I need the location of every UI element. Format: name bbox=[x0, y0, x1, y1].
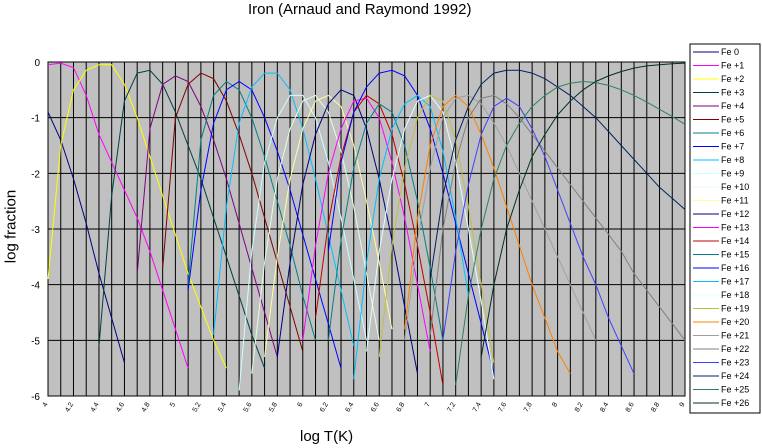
y-tick-label: -6 bbox=[31, 392, 40, 403]
legend-label-0: Fe 0 bbox=[721, 47, 739, 57]
x-tick-label: 8.2 bbox=[574, 401, 585, 413]
legend-label-25: Fe +25 bbox=[721, 385, 749, 395]
legend-label-24: Fe +24 bbox=[721, 371, 749, 381]
legend-label-5: Fe +5 bbox=[721, 115, 744, 125]
series-line-6 bbox=[187, 80, 316, 341]
x-tick-label: 6.6 bbox=[370, 401, 381, 413]
y-tick-label: -5 bbox=[31, 336, 40, 347]
x-tick-label: 8 bbox=[551, 401, 559, 408]
legend-label-23: Fe +23 bbox=[721, 358, 749, 368]
x-axis-title: log T(K) bbox=[300, 428, 354, 445]
series-line-10 bbox=[251, 94, 380, 374]
legend-label-1: Fe +1 bbox=[721, 61, 744, 71]
legend-label-8: Fe +8 bbox=[721, 155, 744, 165]
x-tick-label: 4.6 bbox=[115, 401, 126, 413]
x-tick-label: 4 bbox=[42, 401, 50, 408]
legend-label-17: Fe +17 bbox=[721, 277, 749, 287]
series-line-0 bbox=[47, 111, 125, 363]
series-line-2 bbox=[47, 64, 227, 369]
series-layer bbox=[47, 62, 686, 391]
series-line-5 bbox=[162, 72, 304, 352]
x-tick-label: 5 bbox=[169, 401, 177, 408]
series-line-1 bbox=[47, 62, 189, 369]
series-line-8 bbox=[213, 72, 355, 347]
x-tick-label: 5.2 bbox=[192, 401, 203, 413]
y-axis-ticks: 0 -1 -2 -3 -4 -5 -6 bbox=[31, 58, 40, 403]
x-tick-label: 7 bbox=[424, 401, 432, 408]
legend-label-6: Fe +6 bbox=[721, 128, 744, 138]
legend-label-15: Fe +15 bbox=[721, 250, 749, 260]
x-tick-label: 7.6 bbox=[497, 401, 508, 413]
y-tick-label: -3 bbox=[31, 225, 40, 236]
x-tick-label: 5.6 bbox=[243, 401, 254, 413]
x-axis-ticks: 4 4.2 4.4 4.6 4.8 5 5.2 5.4 5.6 5.8 6 6.2 6.4 6.6 6.8 7… bbox=[42, 401, 687, 413]
y-tick-label: 0 bbox=[34, 58, 40, 69]
x-tick-label: 7.2 bbox=[446, 401, 457, 413]
legend-label-19: Fe +19 bbox=[721, 304, 749, 314]
legend-label-21: Fe +21 bbox=[721, 331, 749, 341]
x-tick-label: 6 bbox=[297, 401, 305, 408]
legend-label-7: Fe +7 bbox=[721, 142, 744, 152]
x-tick-label: 8.8 bbox=[650, 401, 661, 413]
legend-label-12: Fe +12 bbox=[721, 209, 749, 219]
legend: Fe 0 Fe +1 Fe +2 Fe +3 Fe +4 Fe +5 Fe +6 Fe +7 F… bbox=[693, 47, 749, 408]
series-line-20 bbox=[404, 94, 571, 374]
series-line-12 bbox=[276, 89, 418, 374]
x-tick-label: 4.4 bbox=[90, 401, 101, 413]
y-tick-label: -4 bbox=[31, 281, 40, 292]
legend-label-13: Fe +13 bbox=[721, 223, 749, 233]
legend-label-16: Fe +16 bbox=[721, 263, 749, 273]
x-tick-label: 4.2 bbox=[64, 401, 75, 413]
x-tick-label: 6.8 bbox=[396, 401, 407, 413]
y-tick-label: -1 bbox=[31, 114, 40, 125]
series-line-9 bbox=[238, 94, 367, 391]
x-tick-label: 9 bbox=[679, 401, 687, 408]
series-line-23 bbox=[442, 97, 635, 374]
series-line-19 bbox=[378, 94, 495, 363]
legend-label-22: Fe +22 bbox=[721, 344, 749, 354]
y-tick-label: -2 bbox=[31, 169, 40, 180]
series-line-17 bbox=[353, 94, 469, 380]
x-tick-label: 5.4 bbox=[217, 401, 228, 413]
chart-title: Iron (Arnaud and Raymond 1992) bbox=[248, 1, 472, 18]
series-line-13 bbox=[302, 97, 431, 352]
series-line-16 bbox=[327, 69, 495, 374]
x-tick-label: 8.6 bbox=[625, 401, 636, 413]
x-tick-label: 4.8 bbox=[141, 401, 152, 413]
series-line-21 bbox=[404, 94, 597, 341]
legend-label-11: Fe +11 bbox=[721, 196, 749, 206]
legend-label-3: Fe +3 bbox=[721, 88, 744, 98]
legend-label-4: Fe +4 bbox=[721, 101, 744, 111]
x-tick-label: 6.2 bbox=[319, 401, 330, 413]
legend-label-18: Fe +18 bbox=[721, 290, 749, 300]
legend-label-14: Fe +14 bbox=[721, 236, 749, 246]
series-line-25 bbox=[455, 80, 686, 385]
series-line-22 bbox=[429, 94, 686, 341]
x-tick-label: 6.4 bbox=[345, 401, 356, 413]
series-line-11 bbox=[264, 94, 393, 358]
series-line-26 bbox=[480, 62, 686, 358]
x-tick-label: 8.4 bbox=[599, 401, 610, 413]
x-tick-label: 5.8 bbox=[268, 401, 279, 413]
x-tick-label: 7.4 bbox=[472, 401, 483, 413]
series-line-7 bbox=[187, 80, 342, 369]
legend-label-2: Fe +2 bbox=[721, 74, 744, 84]
series-line-15 bbox=[327, 103, 444, 341]
legend-label-9: Fe +9 bbox=[721, 169, 744, 179]
legend-label-26: Fe +26 bbox=[721, 398, 749, 408]
legend-label-20: Fe +20 bbox=[721, 317, 749, 327]
x-tick-label: 7.8 bbox=[523, 401, 534, 413]
series-line-4 bbox=[136, 75, 278, 358]
series-line-3 bbox=[98, 69, 266, 369]
legend-label-10: Fe +10 bbox=[721, 182, 749, 192]
